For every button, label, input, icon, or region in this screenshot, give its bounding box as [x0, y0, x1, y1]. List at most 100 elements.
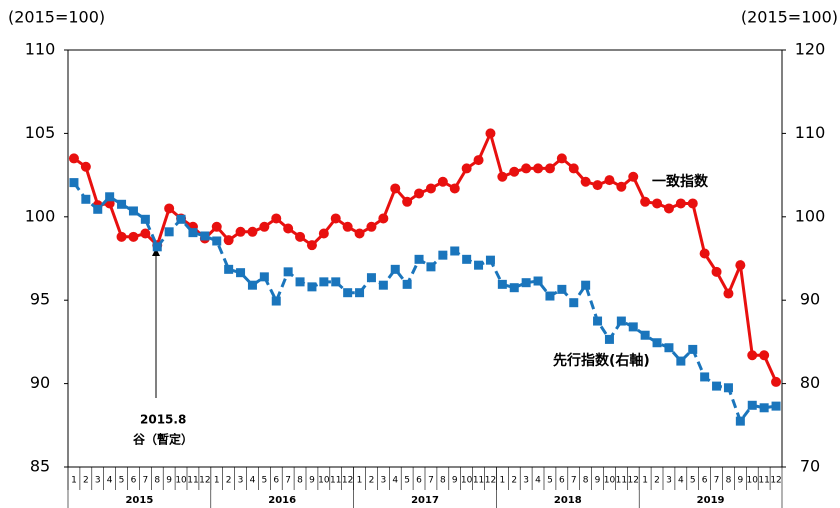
data-point: [450, 246, 460, 256]
data-point: [236, 268, 246, 278]
data-point: [712, 381, 722, 391]
data-point: [330, 213, 341, 224]
data-point: [581, 280, 591, 290]
data-point: [93, 204, 103, 214]
x-tick-label: 6: [273, 476, 279, 486]
x-tick-label: 2: [511, 476, 517, 486]
data-point: [652, 198, 663, 209]
y-tick-label: 105: [25, 123, 56, 142]
data-point: [212, 236, 222, 246]
data-point: [271, 213, 282, 224]
x-tick-label: 7: [142, 476, 148, 486]
data-point: [759, 350, 770, 361]
data-point: [449, 183, 460, 194]
data-point: [592, 180, 603, 191]
x-tick-label: 3: [666, 476, 672, 486]
x-tick-label: 1: [71, 476, 77, 486]
data-point: [390, 264, 400, 274]
data-point: [687, 198, 698, 209]
y-tick-label: 90: [30, 373, 50, 392]
data-point: [735, 416, 745, 426]
data-point: [593, 316, 603, 326]
data-point: [438, 250, 448, 260]
data-point: [640, 196, 651, 207]
x-tick-label: 12: [342, 476, 353, 486]
year-label: 2019: [697, 495, 725, 506]
data-point: [533, 276, 543, 286]
data-point: [474, 260, 484, 270]
data-point: [568, 163, 579, 174]
x-tick-label: 8: [154, 476, 160, 486]
x-tick-label: 7: [571, 476, 577, 486]
data-point: [224, 264, 234, 274]
data-point: [295, 277, 305, 287]
year-label: 2015: [125, 495, 153, 506]
data-point: [306, 240, 317, 251]
x-tick-label: 10: [175, 476, 187, 486]
x-tick-label: 9: [452, 476, 458, 486]
data-point: [556, 153, 567, 164]
x-tick-label: 10: [461, 476, 473, 486]
data-point: [164, 227, 174, 237]
x-tick-label: 7: [714, 476, 720, 486]
x-tick-label: 5: [404, 476, 410, 486]
x-tick-label: 5: [547, 476, 553, 486]
data-point: [616, 181, 627, 192]
data-point: [105, 192, 115, 202]
x-tick-label: 6: [702, 476, 708, 486]
data-point: [675, 198, 686, 209]
year-label: 2018: [554, 495, 582, 506]
x-tick-label: 3: [523, 476, 529, 486]
data-point: [663, 203, 674, 214]
x-tick-label: 2: [83, 476, 89, 486]
x-tick-label: 1: [357, 476, 363, 486]
data-point: [771, 401, 781, 411]
data-point: [116, 231, 127, 242]
data-point: [69, 178, 79, 188]
x-tick-label: 7: [285, 476, 291, 486]
data-point: [545, 291, 555, 301]
data-point: [569, 298, 579, 308]
data-point: [152, 242, 162, 252]
data-point: [521, 278, 531, 288]
x-tick-label: 9: [737, 476, 743, 486]
data-point: [676, 356, 686, 366]
data-point: [235, 226, 246, 237]
x-tick-label: 6: [416, 476, 422, 486]
data-point: [580, 176, 591, 187]
data-point: [80, 161, 91, 172]
data-point: [533, 163, 544, 174]
annotation: 谷（暫定）: [133, 432, 193, 447]
data-point: [81, 194, 91, 204]
y2-tick-label: 80: [800, 373, 820, 392]
x-tick-label: 8: [726, 476, 732, 486]
x-tick-label: 12: [199, 476, 210, 486]
x-tick-label: 8: [440, 476, 446, 486]
data-point: [402, 196, 413, 207]
data-point: [771, 376, 782, 387]
data-point: [723, 288, 734, 299]
data-point: [437, 176, 448, 187]
data-point: [723, 383, 733, 393]
y-tick-label: 110: [25, 40, 56, 59]
data-point: [128, 231, 139, 242]
data-point: [640, 330, 650, 340]
x-tick-label: 11: [187, 476, 198, 486]
right-unit: (2015=100): [741, 8, 838, 27]
data-point: [700, 372, 710, 382]
y-tick-label: 85: [30, 457, 50, 476]
x-tick-label: 2: [654, 476, 660, 486]
data-point: [461, 163, 472, 174]
data-point: [283, 223, 294, 234]
data-point: [688, 344, 698, 354]
x-tick-label: 12: [770, 476, 781, 486]
x-tick-label: 12: [485, 476, 496, 486]
plot-frame: [67, 49, 783, 468]
x-tick-label: 6: [131, 476, 137, 486]
data-point: [200, 231, 210, 241]
x-tick-label: 9: [309, 476, 315, 486]
data-point: [604, 334, 614, 344]
data-point: [759, 403, 769, 413]
data-point: [355, 288, 365, 298]
x-tick-label: 1: [499, 476, 505, 486]
